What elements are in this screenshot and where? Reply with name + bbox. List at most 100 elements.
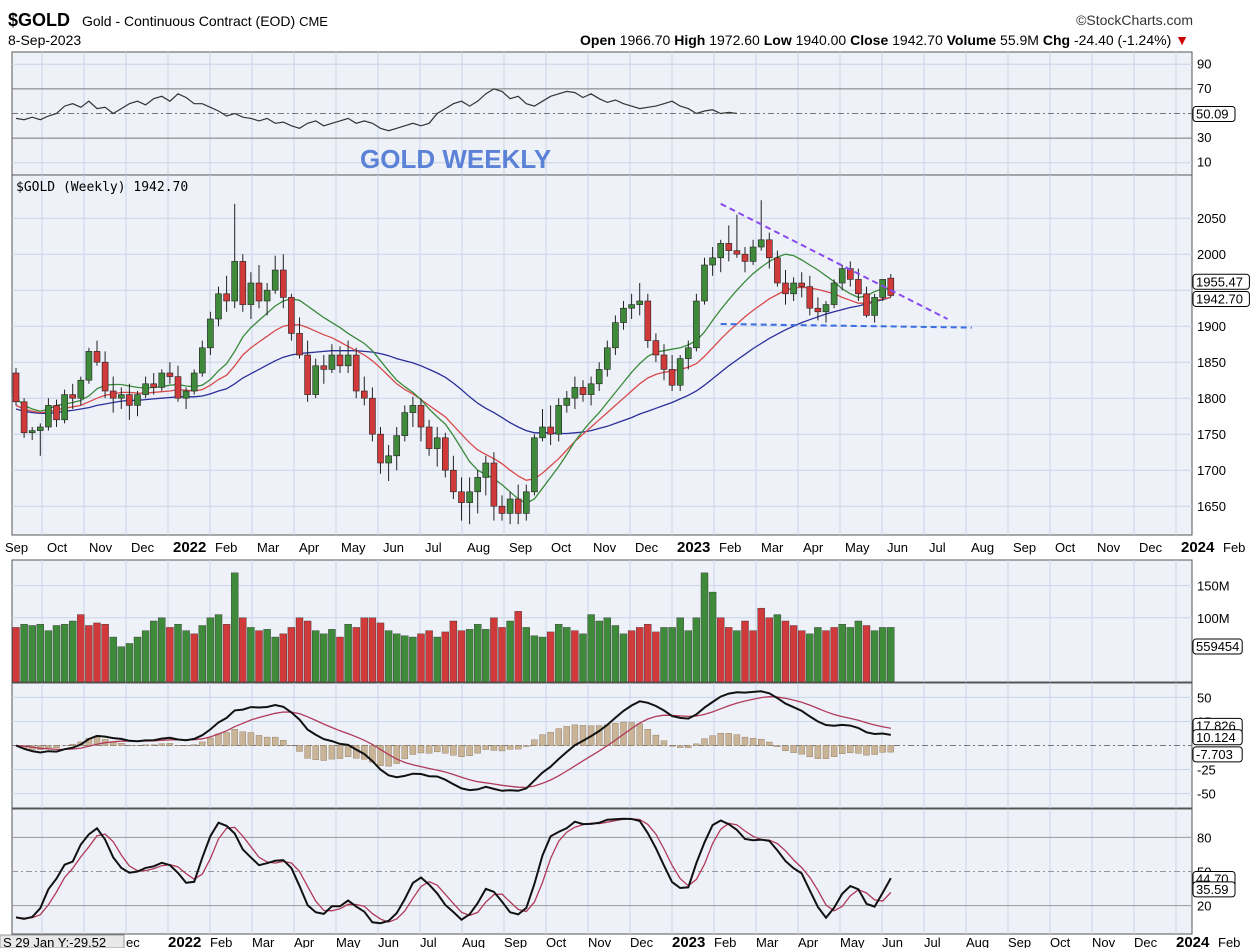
- macd-label-2: 10.124: [1196, 730, 1236, 745]
- candle-body: [223, 293, 230, 302]
- volume-bar: [12, 627, 20, 683]
- volume-bar: [44, 630, 53, 683]
- macd-histogram-bar: [806, 745, 813, 758]
- candle-body: [806, 286, 814, 309]
- macd-histogram-bar: [871, 745, 878, 755]
- volume-bar: [781, 620, 790, 683]
- volume-bar: [627, 630, 636, 683]
- candle-body: [77, 379, 85, 399]
- macd-histogram-bar: [547, 732, 554, 746]
- bottom-x-tick-2023: 2023: [672, 934, 705, 948]
- candle-body: [53, 405, 60, 421]
- volume-bar: [887, 627, 895, 683]
- macd-histogram-bar: [766, 741, 773, 746]
- rsi-tick-10: 10: [1197, 155, 1211, 170]
- stoch-k-line: [15, 817, 892, 925]
- volume-bar: [214, 614, 223, 683]
- x-tick-Nov: Nov: [1097, 540, 1121, 555]
- volume-bar: [247, 627, 255, 683]
- candle-body: [312, 365, 320, 395]
- x-tick-Apr: Apr: [299, 540, 320, 555]
- macd-histogram-bar: [150, 744, 157, 746]
- candle-body: [409, 405, 417, 413]
- candle-body: [547, 426, 554, 435]
- macd-histogram-bar: [863, 745, 870, 756]
- volume-bar: [109, 636, 117, 683]
- candle-body: [328, 354, 336, 370]
- macd-histogram-bar: [458, 745, 465, 757]
- volume-bar: [474, 624, 482, 683]
- volume-bar: [401, 635, 409, 683]
- volume-bar: [546, 631, 555, 683]
- volume-bar: [741, 620, 749, 683]
- macd-histogram-bar: [409, 745, 417, 755]
- volume-bar: [676, 617, 684, 683]
- macd-histogram-bar: [660, 740, 668, 746]
- volume-bar: [368, 617, 377, 683]
- x-tick-Jun: Jun: [383, 540, 404, 555]
- price-tick-2050: 2050: [1197, 211, 1226, 226]
- volume-bar: [425, 630, 433, 683]
- rsi-tick-90: 90: [1197, 56, 1211, 71]
- macd-histogram-bar: [717, 733, 724, 746]
- volume-bar: [52, 625, 61, 683]
- macd-histogram-bar: [855, 745, 862, 754]
- volume-bar: [393, 633, 401, 683]
- candle-body: [660, 354, 668, 370]
- volume-bar: [77, 614, 85, 683]
- macd-histogram-bar: [199, 741, 206, 746]
- candle-body: [709, 257, 716, 266]
- bottom-x-tick-Aug: Aug: [966, 935, 989, 948]
- candle-body: [555, 405, 563, 435]
- volume-bar: [603, 617, 611, 683]
- volume-bar: [733, 630, 741, 683]
- macd-histogram-bar: [93, 736, 101, 746]
- macd-histogram-bar: [604, 724, 611, 746]
- volume-bar: [717, 617, 725, 683]
- price-last-label: 1942.70: [1196, 291, 1243, 306]
- candle-body: [271, 269, 279, 291]
- volume-bar: [692, 617, 701, 683]
- macd-label-2-box: [1192, 729, 1243, 746]
- x-tick-Dec: Dec: [635, 540, 659, 555]
- macd-histogram-bar: [425, 745, 433, 754]
- candle-body: [441, 437, 449, 471]
- candle-body: [263, 289, 271, 302]
- volume-bar: [579, 633, 587, 683]
- bottom-x-tick-Jun: Jun: [378, 935, 399, 948]
- macd-histogram-bar: [579, 725, 587, 746]
- macd-histogram-bar: [158, 743, 166, 746]
- candle-body: [360, 390, 368, 399]
- down-arrow-icon: ▼: [1175, 32, 1189, 48]
- candle-body: [863, 293, 870, 316]
- candle-body: [109, 390, 117, 399]
- candle-body: [595, 369, 603, 385]
- candle-body: [174, 376, 182, 399]
- volume-bar: [28, 625, 36, 683]
- bottom-x-tick-Dec: Dec: [1134, 935, 1158, 948]
- candle-body: [466, 491, 473, 503]
- macd-histogram-bar: [701, 738, 708, 746]
- candle-body: [628, 304, 635, 309]
- macd-histogram-bar: [190, 744, 198, 746]
- macd-histogram-bar: [839, 745, 846, 755]
- macd-histogram-bar: [247, 732, 255, 746]
- macd-histogram-bar: [490, 745, 498, 751]
- candle-body: [741, 253, 749, 262]
- macd-histogram-bar: [304, 745, 311, 759]
- macd-histogram-bar: [401, 745, 408, 760]
- candle-body: [369, 397, 376, 435]
- macd-label-3-box: [1192, 746, 1243, 763]
- volume-bar: [563, 627, 571, 683]
- x-tick-Sep: Sep: [509, 540, 532, 555]
- x-tick-Feb: Feb: [719, 540, 741, 555]
- bottom-x-tick-Dec: Dec: [630, 935, 654, 948]
- candle-body: [668, 369, 676, 386]
- volume-bar: [538, 636, 547, 683]
- candle-body: [814, 307, 822, 313]
- candle-body: [288, 297, 295, 334]
- volume-bar: [636, 627, 644, 683]
- volume-last-label-box: [1192, 638, 1243, 655]
- macd-histogram-bar: [636, 723, 643, 746]
